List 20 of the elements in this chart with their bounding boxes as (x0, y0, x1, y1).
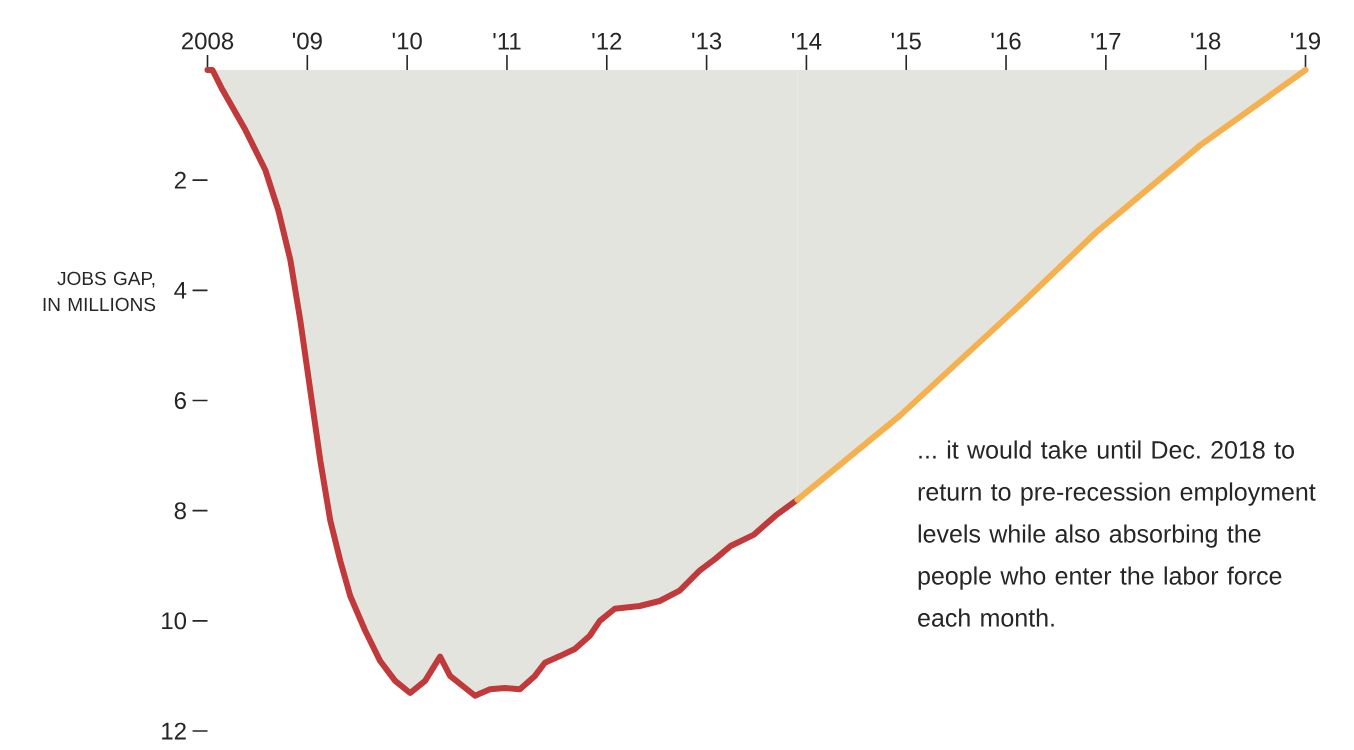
y-tick-label: 2 (174, 171, 186, 189)
x-tick-label: '16 (991, 32, 1021, 50)
y-tick-label: 4 (174, 282, 187, 299)
x-tick-label: '14 (792, 32, 822, 50)
x-tick-label: '12 (592, 32, 622, 50)
y-tick-label: 10 (162, 612, 187, 630)
y-axis-title: JOBS GAP, IN MILLIONS (43, 271, 156, 312)
x-tick-label: '10 (392, 32, 422, 50)
x-tick-label: '17 (1091, 32, 1121, 50)
x-tick-label: '15 (891, 32, 921, 50)
x-tick-label: 2008 (182, 32, 234, 50)
y-tick-label: 6 (174, 392, 186, 409)
x-tick-label: '09 (292, 32, 322, 50)
x-tick-label: '19 (1291, 32, 1320, 50)
annotation: ... it would take until Dec. 2018 to return to pre-recession employment levels while also absorbing the people who enter the labor force each month. (918, 440, 1316, 627)
x-tick-label: '18 (1191, 32, 1221, 50)
x-tick-label: '13 (692, 32, 722, 50)
y-tick-label: 8 (174, 502, 186, 520)
x-tick-label: '11 (493, 32, 521, 50)
y-tick-label: 12 (162, 722, 186, 740)
